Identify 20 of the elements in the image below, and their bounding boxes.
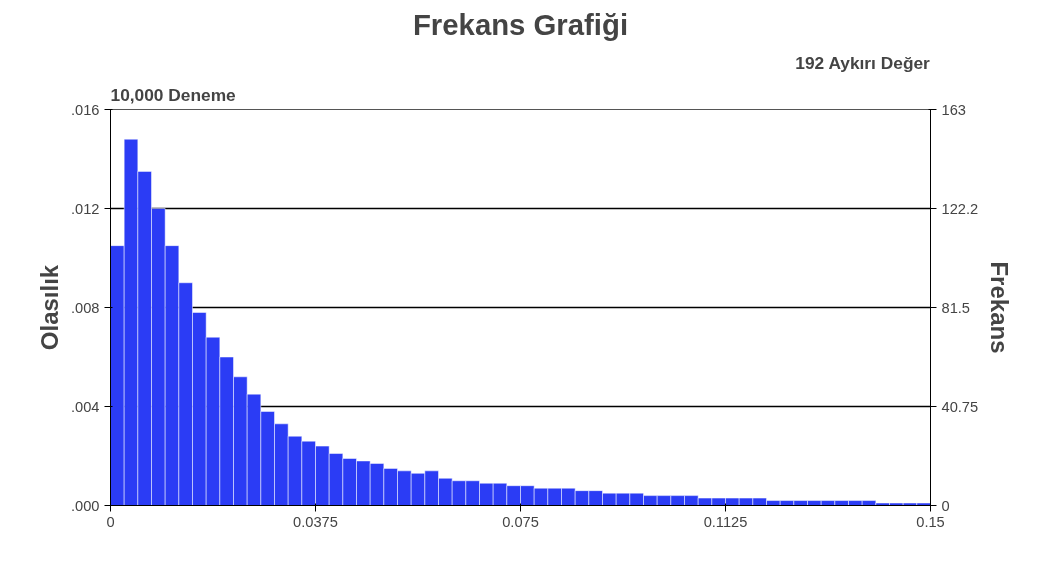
text: 10,000 Deneme bbox=[110, 84, 237, 105]
y2-axis-title: Frekans bbox=[986, 261, 1014, 354]
y2-tick-label: 0 bbox=[941, 497, 950, 514]
x-tick-label: 0.075 bbox=[502, 513, 539, 530]
text: 192 Aykırı Değer bbox=[795, 52, 931, 73]
y-tick-label: .008 bbox=[70, 299, 100, 316]
chart-title: Frekans Grafiği bbox=[412, 7, 629, 41]
y2-tick-label: 40.75 bbox=[941, 398, 979, 415]
x-tick-label: 0.0375 bbox=[293, 513, 338, 530]
y2-tick-label: 163 bbox=[941, 101, 966, 118]
y-tick-label: .000 bbox=[70, 497, 100, 514]
y2-tick-label: 122.2 bbox=[941, 200, 979, 217]
x-tick-label: 0.1125 bbox=[703, 513, 748, 530]
x-tick-label: 0.15 bbox=[916, 513, 945, 530]
y-tick-label: .004 bbox=[70, 398, 100, 415]
y2-tick-label: 81.5 bbox=[941, 299, 971, 316]
y-tick-label: .016 bbox=[70, 101, 100, 118]
y-tick-label: .012 bbox=[70, 200, 100, 217]
y-axis-title: Olasılık bbox=[35, 264, 63, 351]
x-tick-label: 0 bbox=[106, 513, 115, 530]
